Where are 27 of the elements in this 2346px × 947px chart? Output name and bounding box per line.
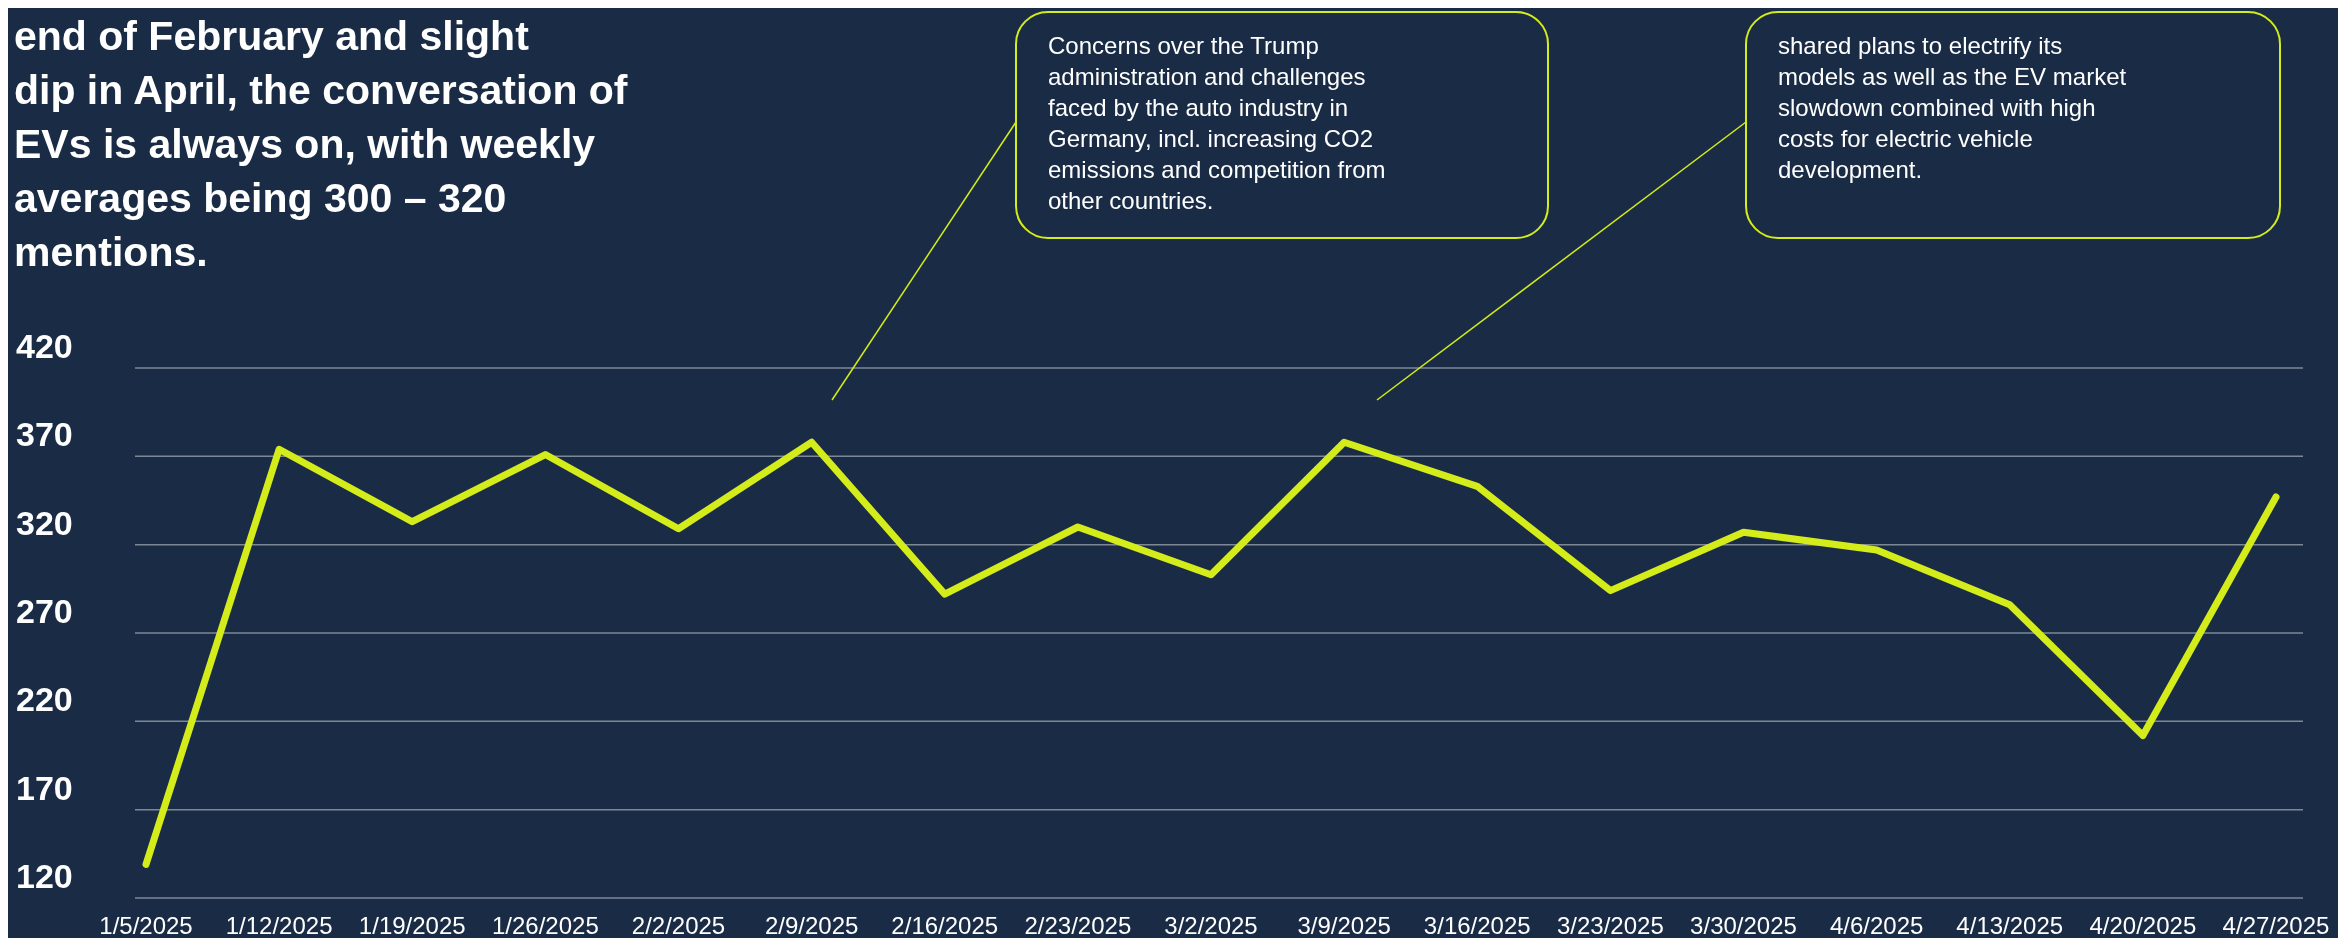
x-tick-label: 1/5/2025 bbox=[99, 912, 193, 939]
x-tick-label: 4/27/2025 bbox=[2222, 912, 2330, 939]
x-tick-label: 2/2/2025 bbox=[631, 912, 726, 939]
y-tick-label: 120 bbox=[16, 857, 73, 895]
x-tick-label: 2/23/2025 bbox=[1024, 912, 1132, 939]
y-tick-label: 270 bbox=[16, 592, 73, 630]
y-tick-label: 320 bbox=[16, 503, 73, 542]
x-tick-label: 3/16/2025 bbox=[1423, 912, 1531, 939]
x-tick-label: 3/23/2025 bbox=[1556, 912, 1664, 939]
y-tick-label: 370 bbox=[16, 415, 73, 454]
x-tick-label: 3/2/2025 bbox=[1164, 912, 1258, 939]
x-tick-label: 1/19/2025 bbox=[358, 912, 466, 939]
x-tick-label: 4/20/2025 bbox=[2089, 912, 2197, 939]
text: Concerns over the Trump administration and challenges faced by the auto industry in Germany, incl. increasing CO2 emissions and competition from other countries. bbox=[1048, 32, 1386, 214]
x-tick-label: 4/6/2025 bbox=[1829, 912, 1924, 939]
x-tick-label: 1/26/2025 bbox=[491, 912, 599, 939]
x-tick-label: 2/16/2025 bbox=[891, 912, 999, 939]
y-tick-label: 420 bbox=[16, 327, 73, 365]
text: shared plans to electrify its models as well as the EV market slowdown combined with high costs for electric vehicle development. bbox=[1778, 32, 2127, 183]
chart-title: end of February and slight dip in April, the conversation of EVs is always on, with weekly averages being 300 – 320 mentions. bbox=[14, 13, 628, 275]
x-tick-label: 3/30/2025 bbox=[1690, 912, 1797, 939]
y-tick-label: 220 bbox=[16, 680, 73, 719]
x-tick-label: 4/13/2025 bbox=[1956, 912, 2064, 939]
x-tick-label: 2/9/2025 bbox=[764, 912, 859, 939]
y-tick-label: 170 bbox=[16, 768, 73, 807]
x-tick-label: 3/9/2025 bbox=[1297, 912, 1391, 939]
x-tick-label: 1/12/2025 bbox=[225, 912, 333, 939]
